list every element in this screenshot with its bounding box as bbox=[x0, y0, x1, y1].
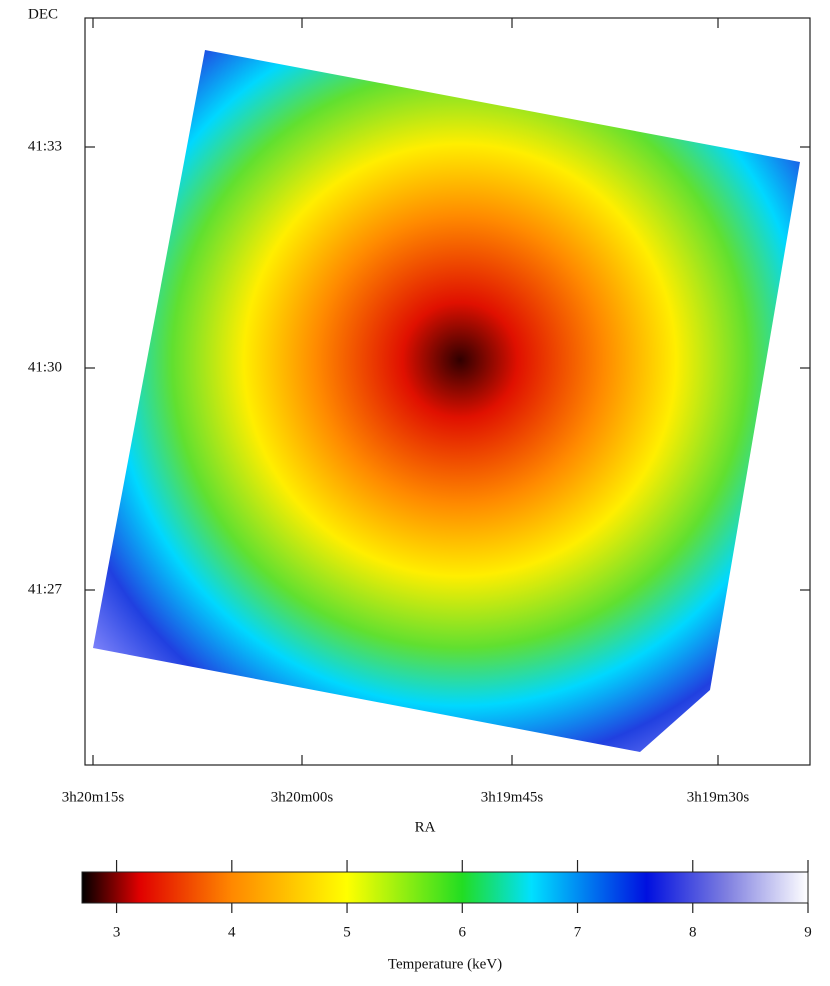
colorbar-tick-label: 8 bbox=[689, 924, 697, 940]
temperature-map bbox=[93, 50, 800, 752]
colorbar-tick-label: 5 bbox=[343, 924, 351, 940]
x-tick-label: 3h20m15s bbox=[62, 789, 125, 805]
colorbar-tick-label: 9 bbox=[804, 924, 812, 940]
x-axis-label: RA bbox=[415, 819, 436, 835]
colorbar-tick-label: 3 bbox=[113, 924, 121, 940]
colorbar-tick-label: 7 bbox=[574, 924, 582, 940]
x-tick-label: 3h19m30s bbox=[687, 789, 750, 805]
colorbar-tick-label: 6 bbox=[459, 924, 467, 940]
y-tick-label: 41:30 bbox=[28, 359, 62, 375]
colorbar-label: Temperature (keV) bbox=[388, 956, 502, 972]
x-tick-label: 3h20m00s bbox=[271, 789, 334, 805]
colorbar bbox=[81, 871, 809, 904]
colorbar-tick-label: 4 bbox=[228, 924, 236, 940]
x-tick-label: 3h19m45s bbox=[481, 789, 544, 805]
y-axis-label: DEC bbox=[28, 6, 58, 22]
y-tick-label: 41:27 bbox=[28, 581, 63, 597]
y-tick-label: 41:33 bbox=[28, 138, 62, 154]
plot-frame bbox=[84, 17, 811, 766]
